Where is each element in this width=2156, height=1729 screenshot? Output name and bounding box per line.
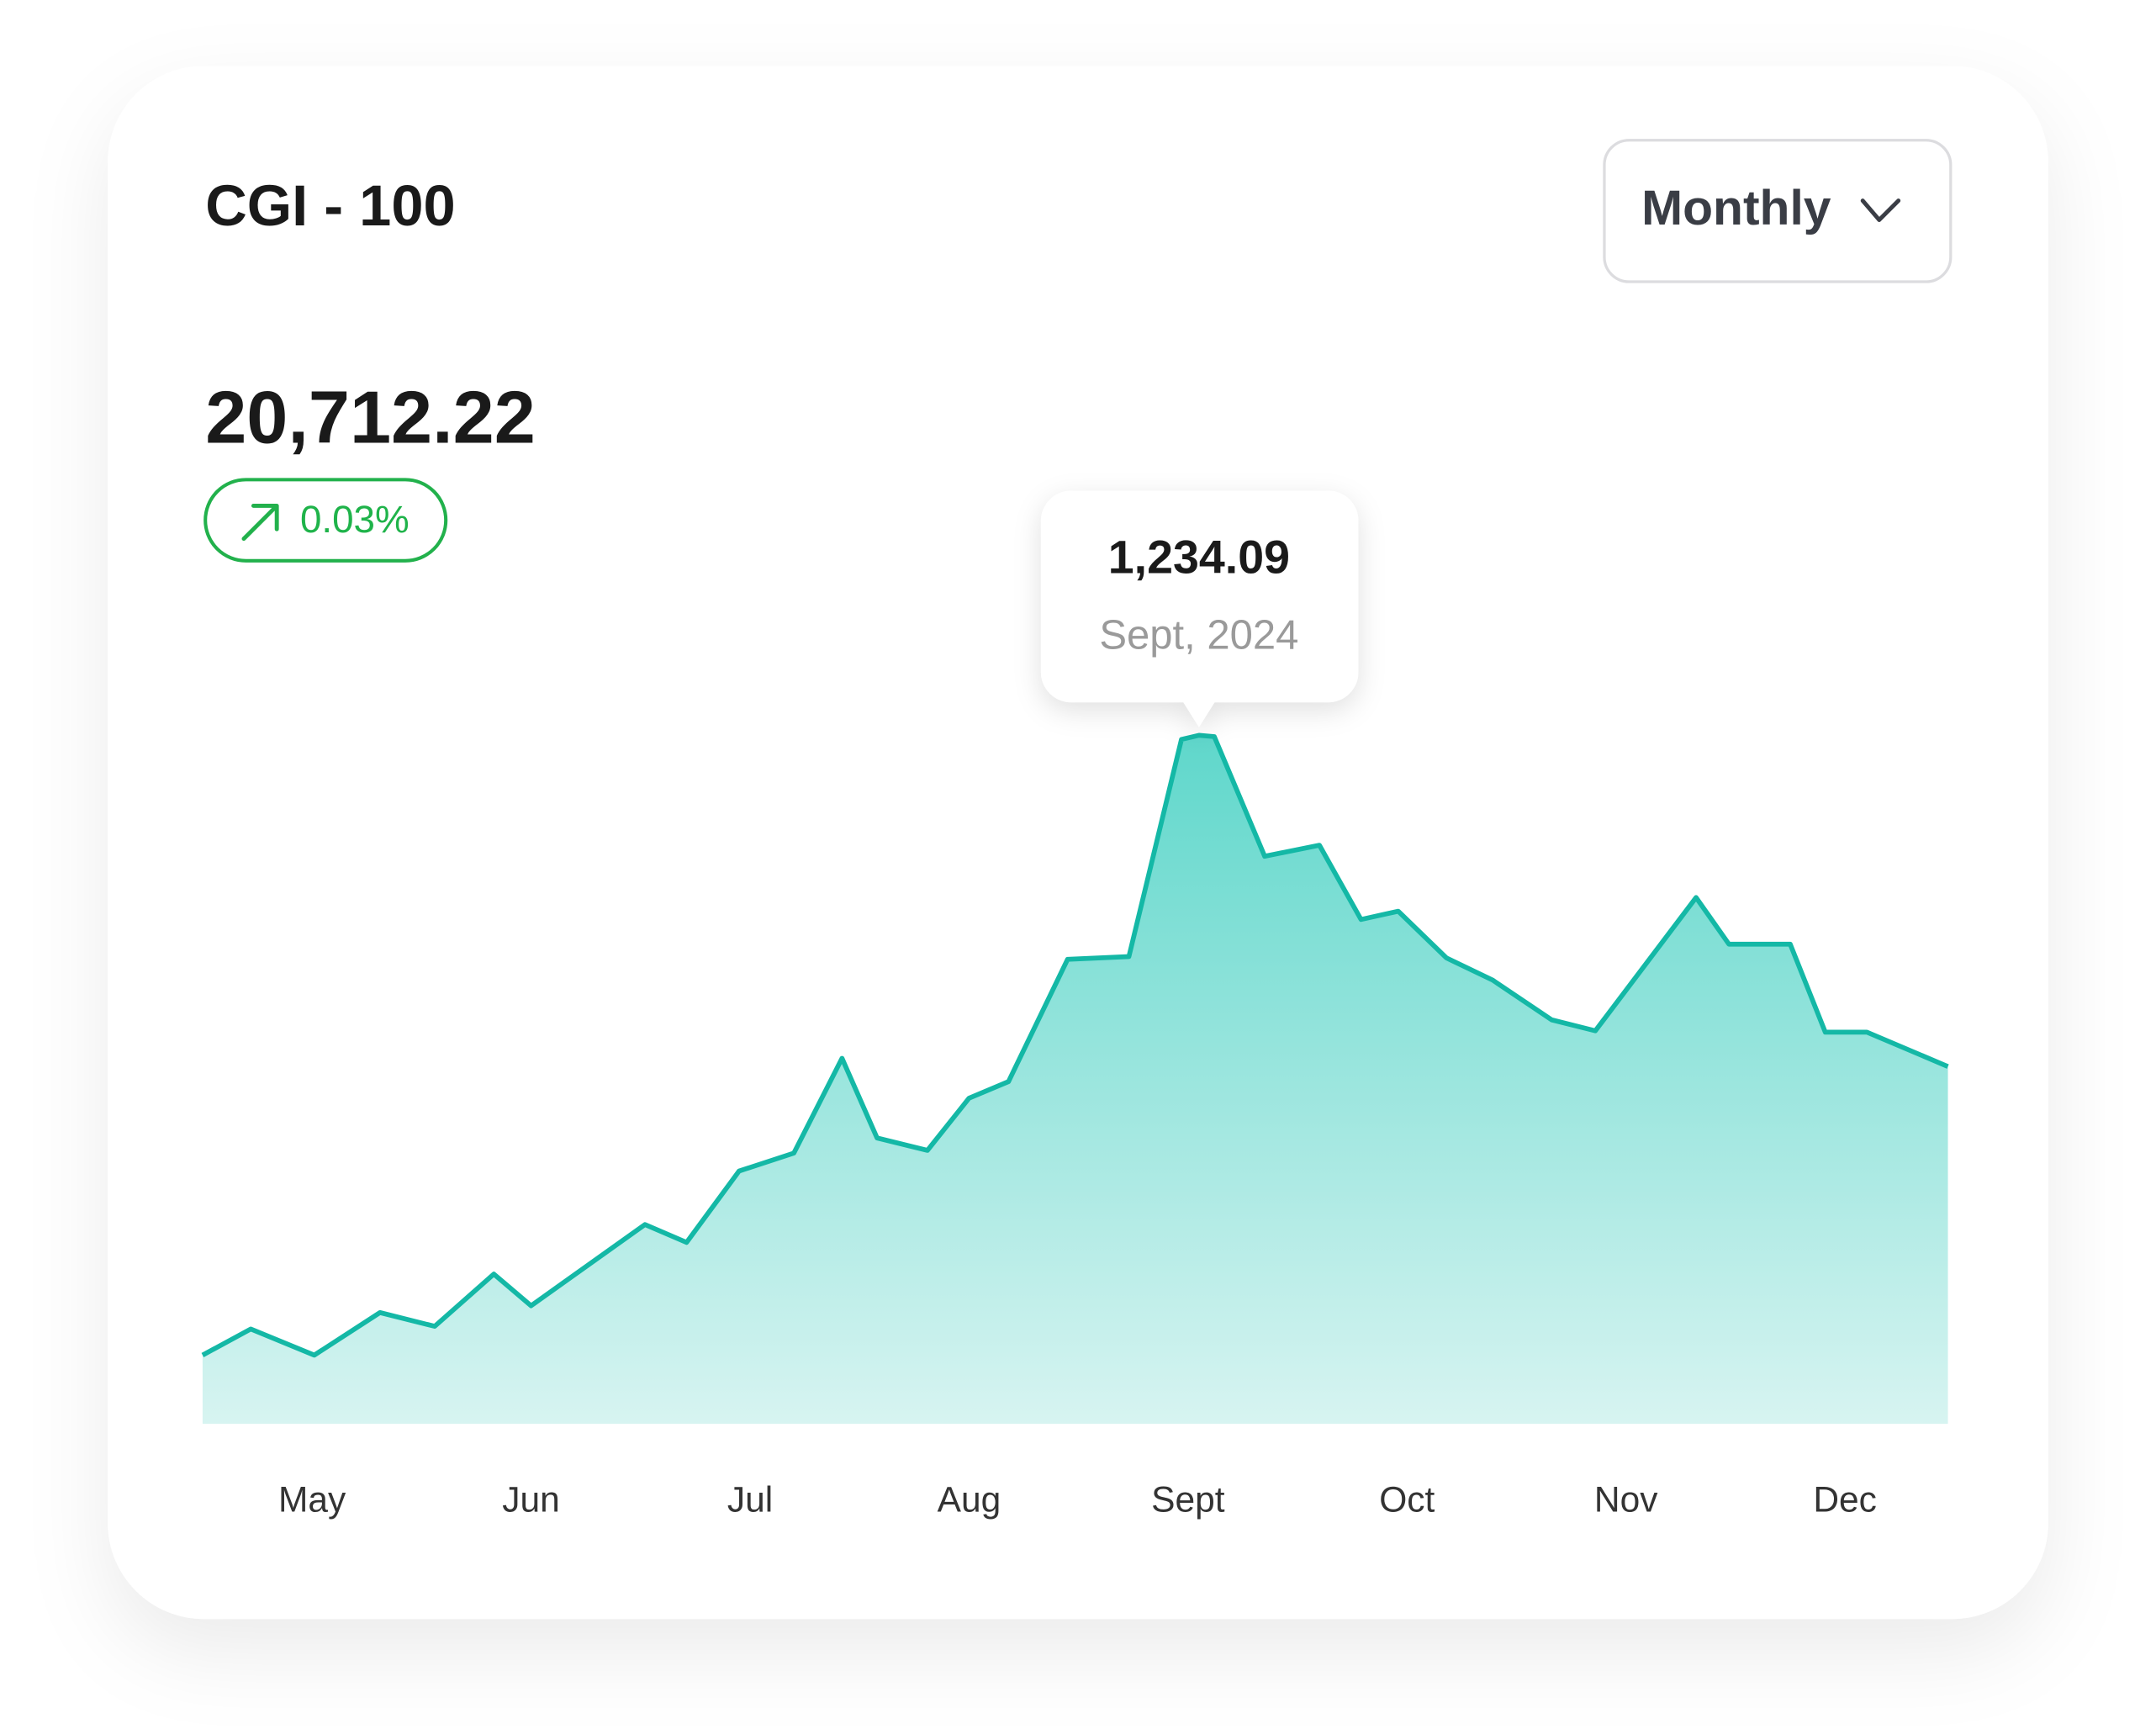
x-tick-label: Dec [1813, 1481, 1877, 1520]
tooltip [1040, 490, 1359, 727]
change-pill [203, 478, 448, 563]
x-tick-label: Aug [938, 1481, 1001, 1520]
x-tick-label: Oct [1379, 1481, 1435, 1520]
x-tick-label: Sept [1151, 1481, 1225, 1520]
tooltip-box [1040, 490, 1359, 703]
change: 0.03% [300, 498, 410, 541]
dropdown-label[interactable]: Monthly [1641, 181, 1831, 235]
tooltip-value: 1,234.09 [1108, 531, 1290, 583]
x-tick-label: Nov [1594, 1481, 1658, 1520]
line [201, 732, 1949, 1358]
price: 20,712.22 [205, 376, 536, 459]
x-tick-label: Jun [502, 1481, 560, 1520]
x-tick-label: May [278, 1481, 346, 1520]
area [202, 735, 1948, 1425]
tooltip-pointer [1182, 701, 1216, 727]
up-arrow [241, 503, 279, 542]
title: CGI - 100 [205, 173, 456, 238]
dropdown-chevron[interactable] [1860, 198, 1901, 222]
plot: May Jun Jul Aug Sept Oct Nov Dec 1,234.09 Sept, 2… [201, 490, 1949, 1520]
tooltip-date: Sept, 2024 [1099, 612, 1298, 658]
dropdown[interactable] [1603, 139, 1953, 283]
x-tick-label: Jul [727, 1481, 773, 1520]
